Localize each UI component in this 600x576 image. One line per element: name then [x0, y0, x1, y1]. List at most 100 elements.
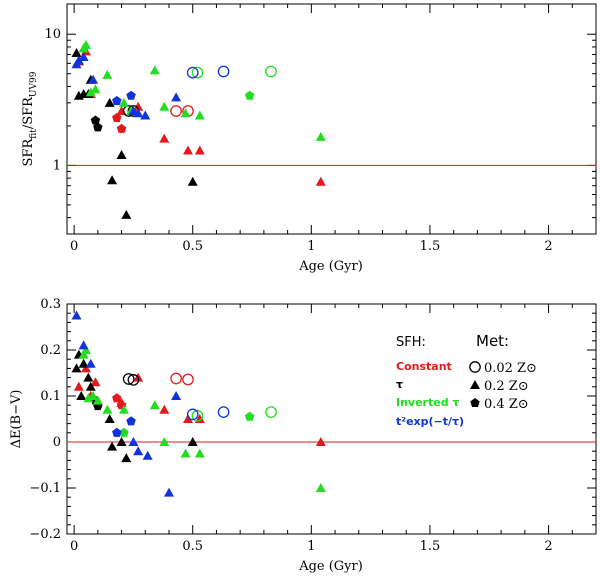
- top-axis-ticks: 0 0.5 1 1.5 2 1 10: [44, 4, 597, 254]
- point-constant-triangle: [315, 176, 326, 186]
- point-tau-triangle: [71, 363, 82, 373]
- point-tau-triangle: [83, 372, 94, 382]
- point-tau-triangle: [104, 97, 115, 107]
- y-tick-label: −0.1: [29, 481, 61, 496]
- point-inverted_tau-pentagon: [244, 90, 255, 100]
- legend-sfh-title: SFH:: [396, 335, 426, 350]
- point-inverted_tau-pentagon: [119, 427, 129, 437]
- y-tick-label: 0.1: [40, 389, 61, 404]
- y-label-slash-sfr: /SFR: [21, 96, 36, 129]
- top-x-axis-label: Age (Gyr): [298, 259, 363, 274]
- point-inverted_tau-pentagon: [244, 411, 255, 421]
- point-t2exp-triangle: [140, 110, 151, 120]
- point-t2exp-circle: [186, 66, 199, 79]
- legend-sfh-tau: τ: [396, 378, 403, 391]
- point-constant-triangle: [315, 437, 326, 446]
- x-tick-label: 0: [70, 539, 78, 554]
- point-constant-circle: [170, 372, 182, 385]
- point-t2exp-circle: [217, 65, 230, 78]
- point-inverted_tau-circle: [191, 409, 204, 422]
- point-constant-triangle: [159, 133, 170, 143]
- legend-circle-marker: [469, 361, 481, 373]
- top-data-points: [71, 39, 326, 219]
- y-tick-label: 10: [44, 27, 61, 42]
- point-tau-triangle: [187, 176, 198, 186]
- point-tau-circle: [127, 374, 140, 386]
- x-tick-label: 2: [544, 239, 552, 254]
- x-tick-label: 1.5: [420, 539, 441, 554]
- point-t2exp-triangle: [142, 450, 153, 460]
- sfr-ratio-panel: 0 0.5 1 1.5 2 1 10 Age (Gyr) SFRfit/SFRUV99: [21, 3, 597, 274]
- legend-met-2: 0.4 Z⊙: [484, 397, 529, 412]
- point-inverted_tau-triangle: [78, 349, 89, 359]
- point-tau-triangle: [104, 414, 115, 423]
- point-inverted_tau-triangle: [102, 404, 113, 414]
- point-inverted_tau-triangle: [180, 448, 191, 458]
- point-constant-triangle: [159, 404, 170, 414]
- legend-met-1-value: 0.2: [484, 379, 505, 394]
- x-tick-label: 2: [544, 539, 552, 554]
- point-t2exp-triangle: [73, 55, 84, 65]
- point-t2exp-triangle: [85, 358, 96, 368]
- point-constant-triangle: [73, 381, 84, 391]
- point-inverted_tau-triangle: [315, 131, 326, 141]
- point-inverted_tau-triangle: [159, 101, 170, 111]
- bottom-data-points: [71, 310, 326, 497]
- point-constant-pentagon: [116, 123, 127, 133]
- point-inverted_tau-triangle: [92, 395, 103, 405]
- point-tau-triangle: [78, 358, 89, 368]
- point-t2exp-pentagon: [112, 427, 122, 437]
- point-tau-triangle: [121, 453, 132, 463]
- point-t2exp-triangle: [71, 310, 82, 320]
- ebv-panel: 0 0.5 1 1.5 2 −0.2 −0.1 0 0.1 0.2 0.3 Age (Gyr) ΔE…: [9, 297, 597, 574]
- point-t2exp-triangle: [164, 487, 175, 497]
- point-inverted_tau-triangle: [159, 437, 170, 446]
- point-inverted_tau-triangle: [194, 110, 205, 120]
- point-tau-triangle: [76, 391, 87, 400]
- point-tau-circle: [122, 373, 135, 385]
- y-label-sub-uv99: UV99: [29, 71, 39, 97]
- x-tick-label: 1: [307, 239, 315, 254]
- point-t2exp-triangle: [171, 92, 182, 102]
- point-inverted_tau-triangle: [80, 39, 91, 49]
- legend-met-title: Met:: [476, 332, 509, 350]
- x-tick-label: 1: [307, 539, 315, 554]
- point-constant-pentagon: [112, 112, 122, 122]
- point-tau-triangle: [116, 150, 127, 160]
- point-tau-triangle: [71, 47, 82, 57]
- point-tau-triangle: [121, 209, 132, 219]
- point-inverted_tau-triangle: [149, 65, 160, 75]
- point-t2exp-triangle: [171, 391, 182, 400]
- point-tau-triangle: [107, 441, 118, 451]
- point-inverted_tau-triangle: [180, 108, 191, 118]
- point-tau-triangle: [187, 437, 198, 446]
- point-constant-triangle: [90, 377, 101, 387]
- x-tick-label: 0.5: [182, 539, 203, 554]
- point-t2exp-triangle: [133, 108, 144, 118]
- point-inverted_tau-circle: [265, 65, 277, 78]
- point-t2exp-pentagon: [126, 416, 136, 426]
- point-t2exp-circle: [217, 406, 230, 418]
- point-t2exp-triangle: [78, 340, 89, 350]
- legend-met-2-unit: Z⊙: [509, 397, 529, 412]
- point-inverted_tau-triangle: [80, 345, 91, 354]
- y-tick-label: 0: [53, 435, 61, 450]
- point-inverted_tau-triangle: [102, 69, 113, 79]
- point-t2exp-circle: [186, 408, 199, 421]
- y-label-sfr: SFR: [21, 138, 36, 167]
- x-tick-label: 1.5: [420, 239, 441, 254]
- bottom-x-axis-label: Age (Gyr): [298, 559, 363, 574]
- y-tick-label: 0.3: [40, 297, 61, 312]
- point-tau-triangle: [107, 175, 118, 185]
- legend-met-0-value: 0.02: [484, 361, 513, 376]
- point-t2exp-triangle: [88, 74, 99, 84]
- point-t2exp-triangle: [78, 52, 89, 62]
- x-tick-label: 0.5: [182, 239, 203, 254]
- point-t2exp-pentagon: [112, 95, 122, 105]
- legend-met-0: 0.02 Z⊙: [484, 361, 537, 376]
- legend-pentagon-marker: [470, 398, 480, 408]
- legend-met-1-unit: Z⊙: [509, 379, 529, 394]
- point-constant-triangle: [194, 145, 205, 155]
- y-tick-label: −0.2: [29, 527, 61, 542]
